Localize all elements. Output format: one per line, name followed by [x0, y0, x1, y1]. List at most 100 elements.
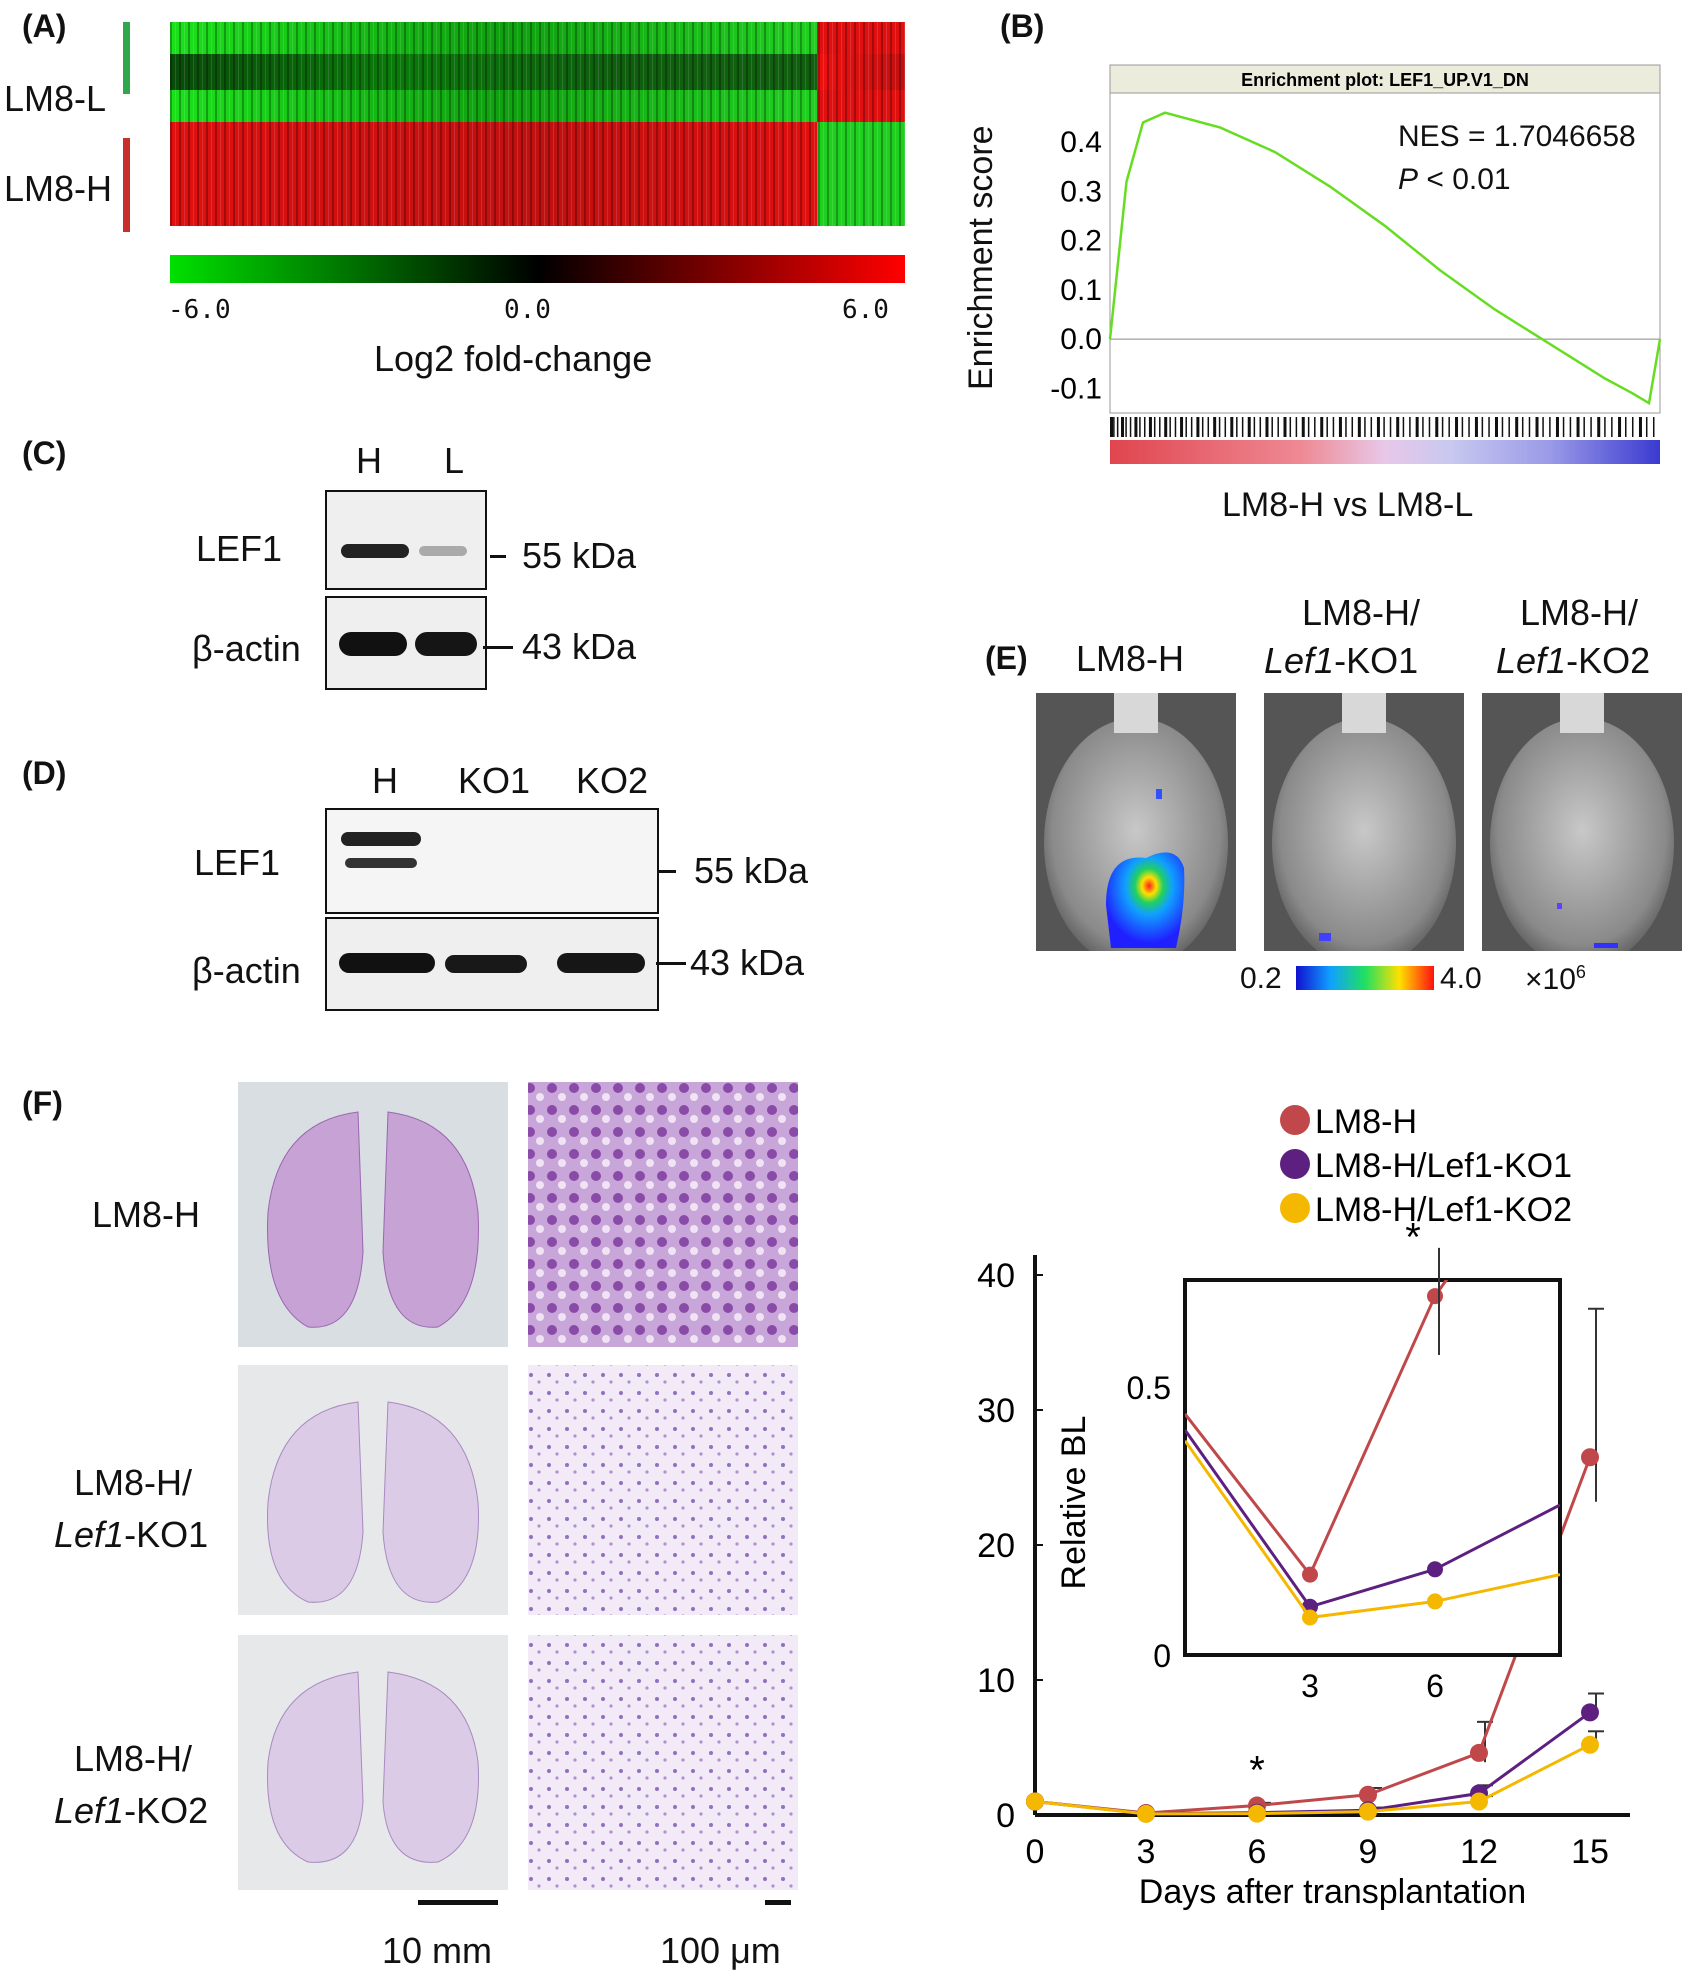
y-tick-label: 40	[977, 1257, 1015, 1295]
gsea-hit-mark	[1396, 417, 1400, 437]
series-line	[1034, 1743, 1591, 1816]
gsea-hit-mark	[1351, 417, 1354, 437]
panel-b-label: (B)	[1000, 8, 1045, 44]
gsea-hit-mark	[1535, 417, 1539, 437]
panel-c-label: (C)	[22, 435, 67, 471]
blot-row-actin-d: β-actin	[192, 950, 301, 991]
gsea-hit-mark	[1241, 417, 1244, 437]
x-tick-label: 6	[1248, 1833, 1267, 1871]
gsea-hit-mark	[1555, 417, 1559, 437]
inset-series-point	[1427, 1593, 1443, 1610]
y-tick-label: 10	[977, 1662, 1015, 1700]
gsea-hit-mark	[1180, 417, 1184, 437]
scale-tick-max: 6.0	[842, 295, 889, 325]
panel-d-label: (D)	[22, 755, 67, 791]
band-c-actin-l	[415, 632, 477, 656]
band-d-lef1-lower	[345, 858, 417, 868]
gsea-hit-mark	[1435, 417, 1439, 437]
gsea-ytick-label: -0.1	[1050, 372, 1102, 405]
gsea-hit-mark	[1376, 417, 1380, 437]
gsea-hit-mark	[1314, 417, 1316, 437]
gsea-hit-mark	[1307, 417, 1310, 437]
marker-tick-d-43	[656, 962, 686, 965]
bioluminescence-images	[1036, 693, 1682, 951]
inset-series-point	[1427, 1561, 1443, 1578]
gsea-nes: NES = 1.7046658	[1398, 120, 1636, 153]
gsea-hit-mark	[1207, 417, 1210, 437]
series-point	[1026, 1792, 1044, 1811]
gsea-hit-mark	[1402, 417, 1405, 437]
panel-a-label: (A)	[22, 8, 67, 44]
x-tick-label: 0	[1026, 1833, 1045, 1871]
gsea-xlabel: LM8-H vs LM8-L	[1222, 486, 1474, 524]
gsea-hit-mark	[1201, 417, 1204, 437]
gsea-hit-mark	[1604, 417, 1606, 437]
legend-label: LM8-H	[1315, 1103, 1417, 1141]
gsea-hit-mark	[1148, 417, 1152, 437]
gsea-hit-mark	[1357, 417, 1361, 437]
gsea-hit-mark	[1409, 417, 1411, 437]
series-point	[1581, 1448, 1599, 1467]
lung-zoom-ko1	[528, 1365, 798, 1615]
blot-c-lef1	[325, 490, 487, 590]
gsea-hit-mark	[1583, 417, 1585, 437]
gene-f-ko2: Lef1	[54, 1790, 125, 1831]
x-tick-label: 12	[1460, 1833, 1498, 1871]
gene-f-ko1: Lef1	[54, 1514, 125, 1555]
gsea-hit-mark	[1461, 417, 1464, 437]
scale-caption: Log2 fold-change	[374, 338, 653, 379]
inset-ytick-label: 0.5	[1127, 1370, 1171, 1406]
marker-tick-c-43	[483, 646, 513, 649]
band-d-lef1-upper	[341, 832, 421, 846]
gsea-hit-mark	[1611, 417, 1613, 437]
suffix-f-ko2: -KO2	[124, 1790, 209, 1831]
row-label-lm8-l: LM8-L	[4, 78, 107, 119]
lm8-l-group-bar	[123, 22, 130, 94]
gsea-hit-mark	[1488, 417, 1490, 437]
inset-series-line	[1185, 1429, 1560, 1609]
scale-tick-mid: 0.0	[504, 295, 551, 325]
gsea-hit-mark	[1218, 417, 1221, 437]
gsea-hit-mark	[1364, 417, 1366, 437]
gsea-hit-mark	[1164, 417, 1168, 437]
inset-series-group	[1185, 1280, 1560, 1626]
blot-d-actin	[325, 917, 659, 1011]
gsea-hit-mark	[1196, 417, 1200, 437]
gsea-enrichment-plot: Enrichment plot: LEF1_UP.V1_DN 0.4 0.3 0.2…	[1050, 64, 1662, 464]
gsea-hit-mark	[1113, 417, 1115, 437]
inset-ytick-label: 0	[1153, 1638, 1171, 1674]
gsea-hit-mark	[1618, 417, 1622, 437]
series-line	[1034, 1711, 1591, 1816]
gsea-hit-mark	[1259, 417, 1262, 437]
gsea-hit-mark	[1301, 417, 1305, 437]
gsea-hit-mark	[1389, 417, 1392, 437]
series-point	[1581, 1703, 1599, 1722]
gsea-hit-mark	[1345, 417, 1347, 437]
gsea-hit-mark	[1542, 417, 1544, 437]
gsea-hit-mark	[1508, 417, 1510, 437]
bl-scale-max: 4.0	[1440, 962, 1482, 995]
y-tick-label: 0	[996, 1797, 1015, 1835]
lung-whole-lm8-h	[238, 1082, 508, 1347]
gsea-hit-mark	[1236, 417, 1238, 437]
gsea-hit-mark	[1448, 417, 1450, 437]
image-label-ko2-line2: Lef1-KO2	[1496, 640, 1650, 682]
y-tick-label: 30	[977, 1392, 1015, 1430]
gsea-hit-mark	[1174, 417, 1177, 437]
gsea-hit-mark	[1645, 417, 1648, 437]
lane-label-h-d: H	[372, 760, 398, 801]
inset-significance-star: *	[1405, 1216, 1421, 1260]
gsea-hit-mark	[1185, 417, 1187, 437]
histology-row-ko1-line1: LM8-H/	[74, 1462, 193, 1503]
suffix-f-ko1: -KO1	[124, 1514, 209, 1555]
gsea-hit-mark	[1277, 417, 1279, 437]
bl-line-chart: LM8-H LM8-H/Lef1-KO1 LM8-H/Lef1-KO2 0 10 20 3…	[977, 1103, 1630, 1911]
p-symbol: P	[1398, 163, 1419, 196]
histology-row-ko1-line2: Lef1-KO1	[54, 1514, 208, 1556]
blot-row-actin: β-actin	[192, 628, 301, 669]
panel-f-label: (F)	[22, 1085, 63, 1121]
scale-tick-min: -6.0	[168, 295, 231, 325]
size-d-55: 55 kDa	[694, 850, 809, 891]
gsea-hit-mark	[1224, 417, 1227, 437]
gsea-hit-mark	[1320, 417, 1324, 437]
